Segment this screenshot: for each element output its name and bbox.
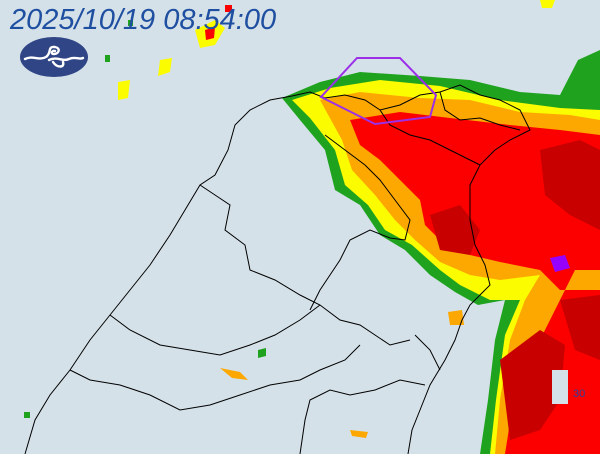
echo-gap (552, 370, 568, 404)
county-line (439, 91, 521, 131)
county-line (199, 184, 411, 346)
county-line (379, 109, 481, 166)
echo-purple (550, 255, 570, 272)
cwa-logo-icon (20, 37, 88, 77)
boundaries (24, 84, 531, 454)
timestamp: 2025/10/19 08:54:00 (10, 4, 277, 36)
map-label: 30 (573, 388, 586, 400)
county-line (309, 134, 411, 311)
county-line (299, 379, 426, 454)
warning-polygon[interactable] (319, 57, 438, 126)
county-line (414, 334, 441, 371)
echo-darkred (430, 140, 600, 440)
coastline-west (24, 95, 293, 454)
echo-cell (205, 5, 232, 40)
echo-cell (220, 310, 464, 438)
county-line (69, 344, 361, 411)
county-line (109, 304, 321, 356)
radar-echoes (24, 0, 600, 454)
echo-cell (24, 20, 266, 418)
